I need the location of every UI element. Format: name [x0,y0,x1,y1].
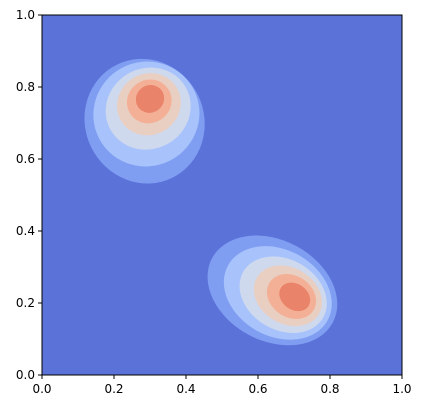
y-tick-label: 0.2 [16,296,35,310]
x-tick-label: 0.2 [104,382,123,396]
x-tick-label: 0.8 [320,382,339,396]
x-tick-label: 0.6 [248,382,267,396]
y-tick-label: 0.6 [16,152,35,166]
contour-background [42,15,402,375]
y-tick-label: 0.4 [16,224,35,238]
y-tick-label: 1.0 [16,8,35,22]
y-tick-label: 0.0 [16,368,35,382]
x-tick-label: 1.0 [392,382,411,396]
x-tick-label: 0.0 [32,382,51,396]
x-tick-label: 0.4 [176,382,195,396]
axes-frame [41,14,403,376]
contour-fill-group [84,58,338,346]
contour-level-6-lower-right [279,282,311,312]
contour-level-6-upper-left [135,84,165,113]
y-tick-label: 0.8 [16,80,35,94]
